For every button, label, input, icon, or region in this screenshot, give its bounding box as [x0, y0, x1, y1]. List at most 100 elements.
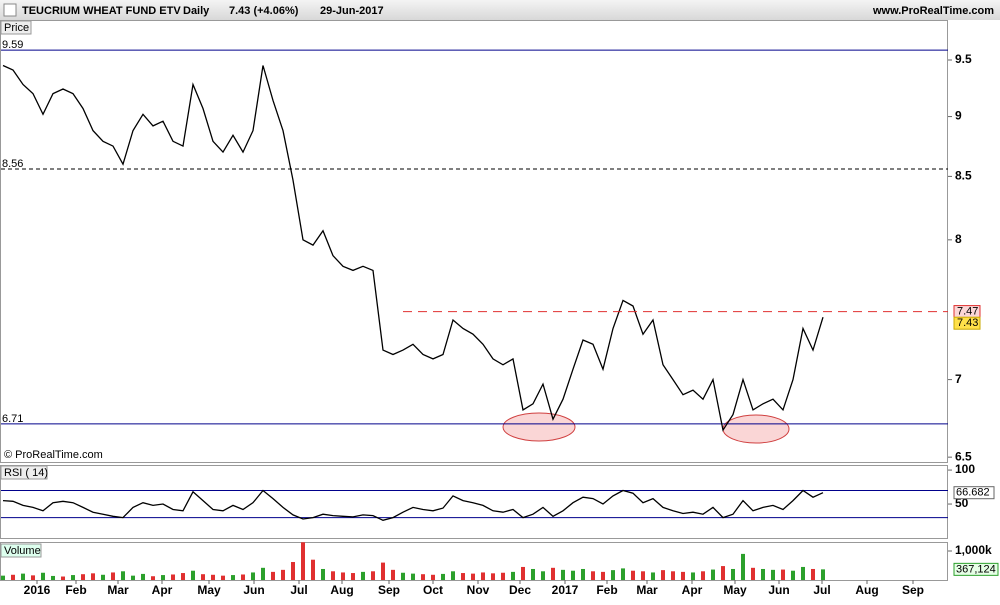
- level-label: 8.56: [2, 158, 23, 170]
- volume-bar: [551, 567, 555, 580]
- y-tick-label: 8.5: [955, 169, 972, 183]
- panel-title: Price: [4, 22, 29, 34]
- header-bar: [0, 0, 1000, 20]
- volume-bar: [601, 571, 605, 580]
- x-tick-label: Feb: [596, 583, 617, 597]
- volume-bar: [1, 575, 5, 580]
- volume-bar: [301, 542, 305, 580]
- volume-bar: [241, 574, 245, 580]
- tag: [953, 316, 981, 330]
- volume-bar: [371, 571, 375, 580]
- volume-bar: [321, 568, 325, 580]
- x-tick-label: Apr: [152, 583, 173, 597]
- volume-bar: [531, 568, 535, 580]
- volume-bar: [821, 569, 825, 580]
- y-tick-label: 7: [955, 372, 962, 386]
- volume-panel: [0, 542, 948, 581]
- volume-bar: [51, 575, 55, 580]
- x-tick-label: Jul: [813, 583, 830, 597]
- x-tick-label: Sep: [378, 583, 400, 597]
- volume-bar: [141, 573, 145, 580]
- volume-bar: [41, 572, 45, 580]
- volume-bar: [71, 575, 75, 580]
- volume-bar: [491, 573, 495, 580]
- volume-bar: [271, 571, 275, 580]
- volume-bar: [671, 571, 675, 580]
- copyright: © ProRealTime.com: [4, 449, 103, 461]
- volume-bar: [541, 571, 545, 580]
- volume-bar: [151, 576, 155, 580]
- volume-bar: [451, 571, 455, 580]
- volume-bar: [751, 567, 755, 580]
- volume-bar: [361, 571, 365, 580]
- volume-bar: [611, 570, 615, 580]
- x-tick-label: Mar: [107, 583, 129, 597]
- volume-bar: [421, 574, 425, 580]
- volume-bar: [221, 575, 225, 580]
- icon: [3, 3, 17, 17]
- level-label: 9.59: [2, 39, 23, 51]
- volume-bar: [101, 574, 105, 580]
- x-tick-label: May: [723, 583, 747, 597]
- panel-tag: [0, 543, 42, 558]
- volume-bar: [811, 568, 815, 580]
- x-tick-label: Oct: [423, 583, 443, 597]
- volume-bar: [791, 570, 795, 580]
- volume-bar: [341, 572, 345, 580]
- x-tick-label: Sep: [902, 583, 924, 597]
- x-tick-label: Mar: [636, 583, 658, 597]
- volume-bar: [681, 571, 685, 580]
- volume-bar: [311, 559, 315, 580]
- volume-bar: [591, 571, 595, 580]
- volume-bar: [111, 572, 115, 580]
- volume-bar: [651, 572, 655, 580]
- volume-bar: [21, 573, 25, 580]
- volume-bar: [191, 570, 195, 580]
- volume-bar: [471, 573, 475, 580]
- header-title: TEUCRIUM WHEAT FUND ETV: [22, 5, 181, 17]
- volume-bar: [171, 574, 175, 580]
- header-site: www.ProRealTime.com: [872, 5, 994, 17]
- volume-bar: [511, 571, 515, 580]
- x-tick-label: Dec: [509, 583, 531, 597]
- volume-bar: [801, 566, 805, 580]
- last-label: 66.682: [956, 487, 990, 499]
- x-tick-label: 2016: [24, 583, 51, 597]
- volume-bar: [81, 574, 85, 580]
- level-label: 6.71: [2, 413, 23, 425]
- x-tick-label: Aug: [330, 583, 353, 597]
- panel-title: RSI ( 14): [4, 467, 48, 479]
- panel-tag: [0, 465, 48, 480]
- volume-bar: [231, 575, 235, 580]
- x-tick-label: May: [197, 583, 221, 597]
- volume-bar: [201, 574, 205, 580]
- y-tick-label: 100: [955, 462, 975, 476]
- volume-bar: [691, 572, 695, 580]
- y-tick-label: 6.5: [955, 449, 972, 463]
- volume-bar: [331, 571, 335, 580]
- volume-bar: [411, 573, 415, 580]
- volume-bar: [631, 570, 635, 580]
- series-line: [2, 64, 824, 432]
- price-panel: [0, 20, 948, 463]
- volume-bar: [261, 567, 265, 580]
- volume-bar: [31, 575, 35, 580]
- x-tick-label: Feb: [65, 583, 86, 597]
- volume-bar: [391, 569, 395, 580]
- rsi-panel: [0, 465, 948, 539]
- volume-bar: [711, 569, 715, 580]
- volume-bar: [661, 570, 665, 580]
- volume-bar: [701, 571, 705, 580]
- volume-bar: [561, 569, 565, 580]
- volume-bar: [641, 571, 645, 580]
- volume-bar: [91, 573, 95, 580]
- volume-bar: [131, 575, 135, 580]
- volume-bar: [461, 573, 465, 580]
- volume-bar: [481, 572, 485, 580]
- volume-bar: [771, 569, 775, 580]
- header-quote: 7.43 (+4.06%): [229, 5, 299, 17]
- volume-bar: [761, 568, 765, 580]
- x-tick-label: 2017: [552, 583, 579, 597]
- volume-bar: [121, 571, 125, 580]
